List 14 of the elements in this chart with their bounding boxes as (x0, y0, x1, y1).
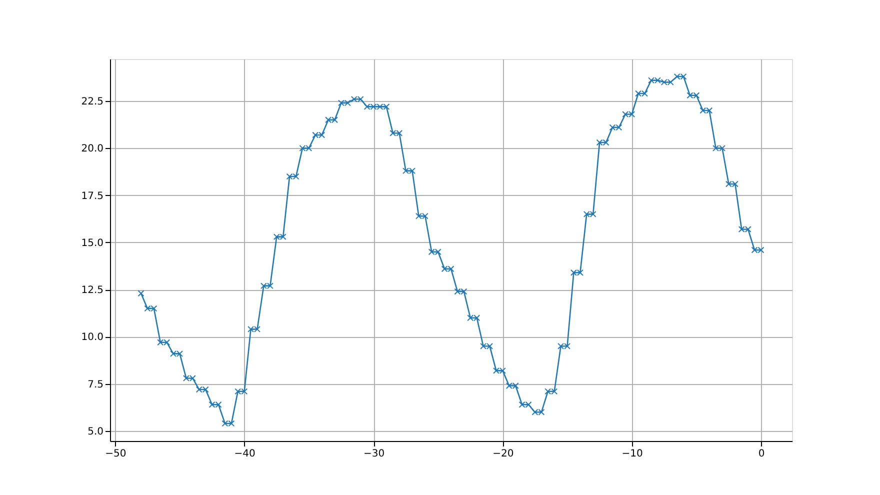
x-tick-label: −40 (234, 448, 256, 460)
y-tick-label: 22.5 (81, 96, 104, 108)
x-tick-label: 0 (758, 448, 765, 460)
y-tick-label: 5.0 (88, 426, 104, 438)
y-tick-label: 12.5 (81, 285, 104, 296)
y-tick-label: 10.0 (81, 332, 104, 344)
x-tick-label: −50 (105, 448, 126, 460)
y-tick-label: 20.0 (81, 144, 104, 155)
x-tick-label: −20 (492, 448, 514, 460)
y-tick-label: 17.5 (81, 190, 104, 202)
x-tick-label: −10 (622, 448, 643, 460)
x-tick-label: −30 (363, 448, 385, 460)
y-tick-label: 7.5 (88, 379, 104, 390)
y-tick-label: 15.0 (81, 238, 104, 249)
